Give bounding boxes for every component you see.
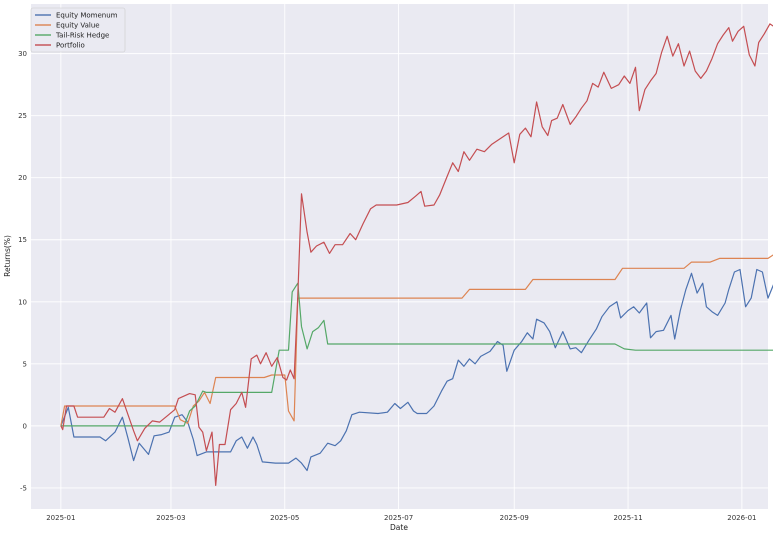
y-tick-label: 5 bbox=[23, 360, 27, 368]
y-tick-label: 30 bbox=[18, 50, 27, 58]
y-tick-label: 15 bbox=[18, 236, 27, 244]
y-tick-labels: -5 0 5 10 15 20 25 30 bbox=[18, 50, 27, 492]
y-tick-label: -5 bbox=[20, 484, 27, 492]
y-axis-title: Returns(%) bbox=[3, 235, 12, 277]
series-line-equity-momenum bbox=[60, 268, 773, 472]
legend-label: Portfolio bbox=[56, 42, 85, 50]
y-tick-label: 10 bbox=[18, 298, 27, 306]
x-tick-label: 2025-03 bbox=[156, 514, 185, 522]
y-tick-label: 0 bbox=[23, 422, 27, 430]
x-tick-label: 2026-01 bbox=[727, 514, 756, 522]
series-line-portfolio bbox=[60, 23, 773, 486]
y-tick-label: 25 bbox=[18, 112, 27, 120]
x-tick-label: 2025-05 bbox=[270, 514, 299, 522]
legend-label: Tail-Risk Hedge bbox=[55, 32, 109, 40]
legend-box bbox=[30, 7, 126, 53]
legend-label: Equity Value bbox=[56, 22, 100, 30]
grid-lines bbox=[31, 4, 768, 509]
x-tick-label: 2025-09 bbox=[500, 514, 529, 522]
legend-label: Equity Momenum bbox=[56, 12, 118, 20]
legend: Equity Momenum Equity Value Tail-Risk Hedg… bbox=[30, 7, 126, 53]
series-lines bbox=[60, 23, 773, 486]
x-tick-label: 2025-07 bbox=[384, 514, 413, 522]
series-line-tail-risk-hedge bbox=[60, 282, 773, 427]
x-tick-label: 2025-11 bbox=[613, 514, 642, 522]
x-tick-labels: 2025-01 2025-03 2025-05 2025-07 2025-09 2025-… bbox=[46, 514, 756, 522]
y-tick-label: 20 bbox=[18, 174, 27, 182]
x-tick-label: 2025-01 bbox=[46, 514, 75, 522]
x-axis-title: Date bbox=[390, 523, 408, 532]
